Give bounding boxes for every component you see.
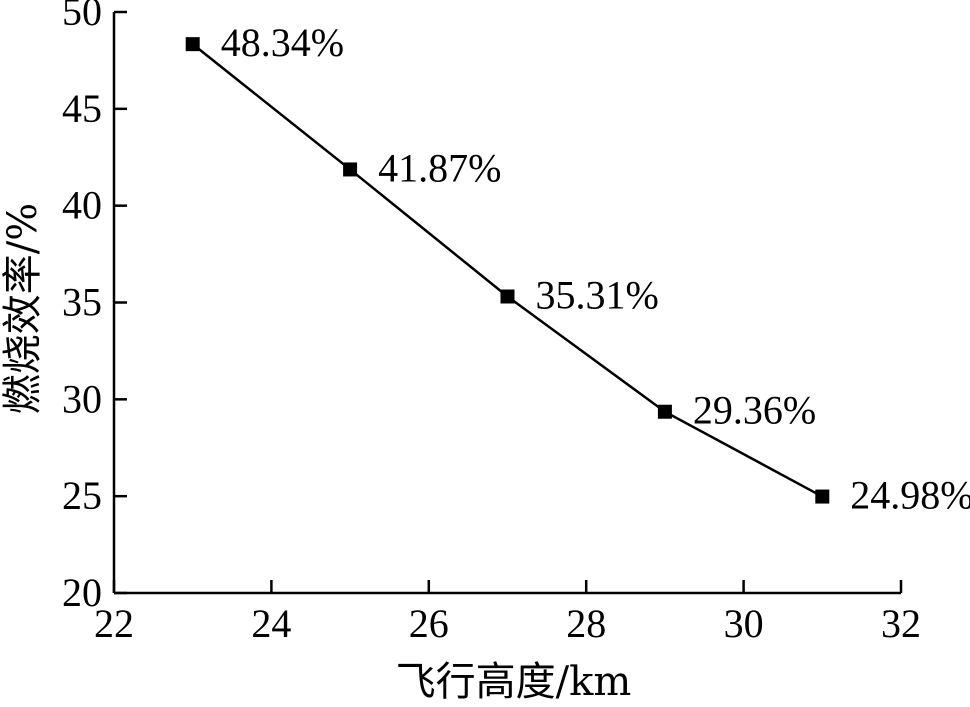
x-tick-label: 28 (566, 601, 606, 646)
y-tick-label: 50 (62, 0, 102, 34)
y-tick-label: 35 (62, 280, 102, 325)
y-tick-label: 30 (62, 376, 102, 421)
x-ticks: 22 24 26 28 30 32 (94, 580, 921, 646)
x-axis-title: 飞行高度/km (396, 659, 632, 705)
data-label: 24.98% (850, 473, 970, 518)
y-tick-label: 25 (62, 473, 102, 518)
y-ticks: 20 25 30 35 40 45 50 (62, 0, 127, 615)
data-label: 48.34% (221, 20, 344, 65)
series: 48.34% 41.87% 35.31% 29.36% 24.98% (185, 20, 970, 518)
x-tick-label: 26 (409, 601, 449, 646)
data-label: 41.87% (378, 145, 501, 190)
y-tick-label: 20 (62, 570, 102, 615)
data-point-marker (185, 37, 200, 52)
data-label: 35.31% (536, 272, 659, 317)
x-tick-label: 24 (251, 601, 291, 646)
data-point-marker (815, 489, 830, 504)
x-tick-label: 22 (94, 601, 134, 646)
y-tick-label: 45 (62, 86, 102, 131)
data-point-marker (343, 162, 358, 177)
data-label: 29.36% (693, 388, 816, 433)
y-tick-label: 40 (62, 183, 102, 228)
data-point-marker (500, 289, 515, 304)
y-axis-title: 燃烧效率/% (0, 203, 46, 414)
x-tick-label: 30 (724, 601, 764, 646)
x-tick-label: 32 (881, 601, 921, 646)
data-point-marker (657, 404, 672, 419)
